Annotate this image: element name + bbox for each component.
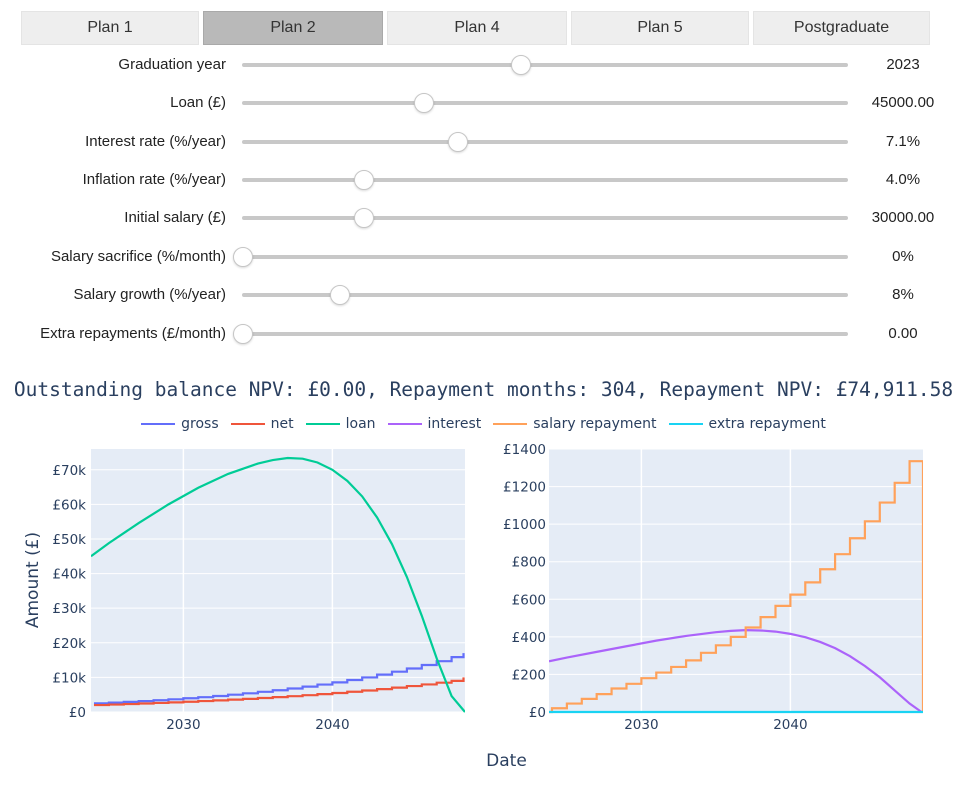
y-tick-label: £1200 [503, 480, 546, 496]
x-axis-label: Date [486, 751, 527, 771]
slider-track[interactable] [242, 178, 848, 182]
legend-item-salary-repayment[interactable]: salary repayment [493, 416, 657, 432]
legend-label: net [270, 416, 294, 432]
y-tick-label: £10k [52, 670, 86, 686]
slider-handle[interactable] [329, 285, 350, 305]
slider-handle[interactable] [233, 247, 253, 267]
slider-label: Salary growth (%/year) [73, 286, 226, 303]
tab-postgraduate[interactable]: Postgraduate [753, 11, 930, 45]
slider-row: Graduation year 2023 [0, 50, 967, 80]
legend-swatch [493, 423, 528, 425]
tab-plan-4[interactable]: Plan 4 [387, 11, 567, 45]
legend-item-interest[interactable]: interest [387, 416, 482, 432]
slider-value: 45000.00 [871, 94, 935, 111]
y-tick-label: £60k [52, 497, 86, 513]
y-tick-label: £200 [512, 667, 546, 683]
series-line-loan [91, 456, 465, 713]
slider-track[interactable] [242, 216, 848, 220]
slider-track[interactable] [242, 293, 848, 297]
slider-value: 8% [892, 286, 914, 303]
series-line-interest [549, 628, 923, 713]
slider-label: Loan (£) [170, 94, 226, 111]
slider-label: Initial salary (£) [124, 209, 226, 226]
slider-row: Initial salary (£) 30000.00 [0, 203, 967, 233]
y-tick-label: £1400 [503, 442, 546, 458]
legend-swatch [668, 423, 703, 425]
right-chart: £0 £200 £400 £600 £800 £1000 £1200 £1400 2030 204… [503, 442, 923, 733]
x-tick-label: 2030 [166, 717, 200, 733]
tab-plan-5[interactable]: Plan 5 [571, 11, 749, 45]
slider-track[interactable] [242, 140, 848, 144]
legend-item-gross[interactable]: gross [141, 416, 219, 432]
legend-swatch [230, 423, 265, 425]
legend-swatch [141, 423, 176, 425]
summary-text: Outstanding balance NPV: £0.00, Repaymen… [13, 378, 954, 401]
slider-track[interactable] [242, 101, 848, 105]
x-tick-label: 2040 [315, 717, 349, 733]
y-tick-label: £800 [512, 555, 546, 571]
legend-item-net[interactable]: net [230, 416, 294, 432]
slider-handle[interactable] [414, 93, 435, 113]
y-tick-label: £50k [52, 532, 86, 548]
plan-tabs: Plan 1 Plan 2 Plan 4 Plan 5 Postgraduate [21, 11, 930, 45]
slider-value: 0% [892, 248, 914, 265]
tab-plan-2[interactable]: Plan 2 [203, 11, 383, 45]
x-tick-label: 2030 [624, 717, 658, 733]
y-tick-label: £600 [512, 592, 546, 608]
legend-label: extra repayment [708, 416, 826, 432]
slider-track[interactable] [242, 63, 848, 67]
slider-label: Salary sacrifice (%/month) [50, 248, 226, 265]
y-tick-label: £70k [52, 463, 86, 479]
x-tick-label: 2040 [773, 717, 807, 733]
y-tick-label: £400 [512, 630, 546, 646]
slider-label: Inflation rate (%/year) [82, 171, 226, 188]
slider-track[interactable] [242, 332, 848, 336]
left-chart: £0 £10k £20k £30k £40k £50k £60k £70k 2030 2040 [52, 449, 465, 733]
slider-row: Inflation rate (%/year) 4.0% [0, 165, 967, 195]
slider-row: Loan (£) 45000.00 [0, 88, 967, 118]
slider-track[interactable] [242, 255, 848, 259]
legend-swatch [305, 423, 340, 425]
y-tick-label: £30k [52, 601, 86, 617]
chart-legend: gross net loan interest salary repayment extr… [0, 416, 967, 432]
slider-value: 0.00 [888, 325, 918, 342]
series-line-net [93, 677, 465, 707]
slider-row: Salary sacrifice (%/month) 0% [0, 242, 967, 272]
slider-handle[interactable] [448, 132, 469, 152]
slider-row: Extra repayments (£/month) 0.00 [0, 319, 967, 349]
slider-handle[interactable] [354, 170, 375, 190]
plot-area [549, 449, 923, 712]
y-tick-label: £0 [69, 705, 86, 721]
plot-area [91, 449, 465, 712]
slider-label: Extra repayments (£/month) [40, 325, 226, 342]
slider-label: Interest rate (%/year) [85, 133, 226, 150]
series-line-salary-repayment [549, 460, 923, 714]
legend-label: salary repayment [533, 416, 657, 432]
y-tick-label: £0 [529, 705, 546, 721]
slider-label: Graduation year [118, 56, 226, 73]
slider-handle[interactable] [233, 324, 253, 344]
slider-handle[interactable] [511, 55, 532, 75]
y-tick-label: £1000 [503, 517, 546, 533]
legend-swatch [387, 423, 422, 425]
y-tick-label: £20k [52, 636, 86, 652]
legend-item-loan[interactable]: loan [305, 416, 376, 432]
slider-row: Salary growth (%/year) 8% [0, 280, 967, 310]
slider-value: 30000.00 [871, 209, 935, 226]
legend-label: gross [181, 416, 219, 432]
slider-value: 4.0% [885, 171, 921, 188]
y-tick-label: £40k [52, 567, 86, 583]
y-axis-label: Amount (£) [23, 532, 43, 628]
slider-value: 2023 [886, 56, 920, 73]
slider-value: 7.1% [885, 133, 921, 150]
legend-item-extra-repayment[interactable]: extra repayment [668, 416, 826, 432]
legend-label: loan [345, 416, 376, 432]
legend-label: interest [427, 416, 482, 432]
series-line-gross [93, 653, 465, 705]
tab-plan-1[interactable]: Plan 1 [21, 11, 199, 45]
slider-row: Interest rate (%/year) 7.1% [0, 127, 967, 157]
slider-handle[interactable] [354, 208, 375, 228]
